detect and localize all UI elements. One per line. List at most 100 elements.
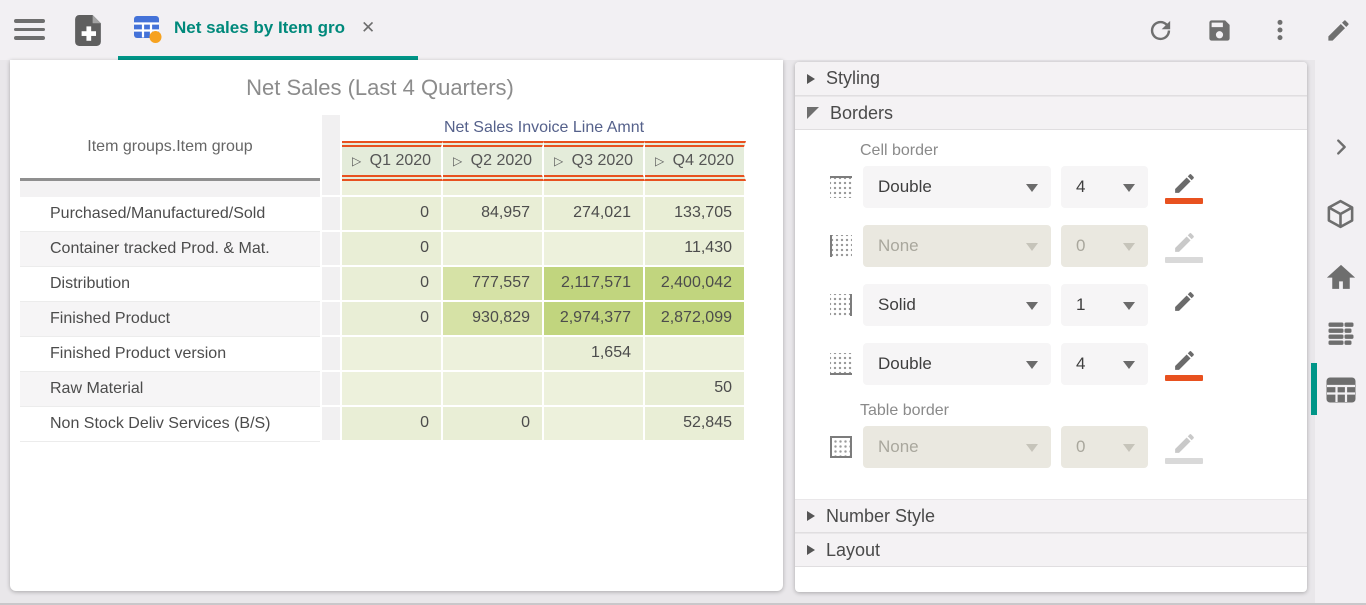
pivot-value-cell[interactable]: 11,430	[645, 232, 746, 267]
more-options-button[interactable]	[1264, 14, 1296, 46]
pivot-column-header[interactable]: ▷ Q1 2020	[342, 141, 443, 181]
chevron-down-icon	[1123, 444, 1135, 452]
report-title: Net Sales (Last 4 Quarters)	[246, 75, 514, 100]
border-style-select[interactable]: Solid	[863, 284, 1051, 326]
collapse-panel-button[interactable]	[1315, 136, 1366, 158]
pivot-row-label[interactable]: Non Stock Deliv Services (B/S)	[20, 407, 320, 442]
pivot-value-cell[interactable]: 0	[443, 407, 544, 442]
pivot-value-cell[interactable]: 0	[342, 407, 443, 442]
pivot-row-label[interactable]: Finished Product	[20, 302, 320, 337]
sidebar-item-report-list[interactable]	[1315, 320, 1366, 347]
border-row-top: Double 4	[795, 166, 1307, 208]
expand-triangle-icon[interactable]: ▷	[452, 154, 463, 168]
pivot-value-cell[interactable]: 0	[342, 302, 443, 337]
expand-triangle-icon[interactable]: ▷	[351, 154, 362, 168]
active-tab-indicator	[118, 56, 418, 60]
border-side-outer-icon	[830, 436, 852, 458]
pivot-value-cell[interactable]: 2,117,571	[544, 267, 645, 302]
color-pencil-icon	[1174, 173, 1194, 193]
pivot-column-header[interactable]: ▷ Q3 2020	[544, 141, 645, 181]
new-report-button[interactable]	[72, 14, 104, 46]
pivot-value-cell[interactable]: 2,400,042	[645, 267, 746, 302]
cell-border-label: Cell border	[860, 142, 939, 159]
section-label: Number Style	[826, 505, 936, 526]
border-style-select[interactable]: Double	[863, 166, 1051, 208]
pivot-value-cell[interactable]: 777,557	[443, 267, 544, 302]
tab-title: Net sales by Item gro	[174, 18, 346, 37]
expand-triangle-icon[interactable]: ▷	[654, 154, 665, 168]
refresh-button[interactable]	[1144, 14, 1176, 46]
table-border-rows: None 0	[795, 426, 1307, 468]
chevron-collapsed-icon	[807, 545, 815, 555]
pivot-value-cell[interactable]: 2,974,377	[544, 302, 645, 337]
pivot-row-label[interactable]: Finished Product version	[20, 337, 320, 372]
pivot-value-cell[interactable]: 0	[342, 197, 443, 232]
new-report-icon	[74, 14, 101, 46]
active-rail-indicator	[1311, 363, 1317, 415]
section-styling[interactable]: Styling	[795, 62, 1307, 96]
pivot-value-cell[interactable]	[443, 372, 544, 407]
pivot-value-cell[interactable]	[443, 232, 544, 267]
chevron-down-icon	[1026, 243, 1038, 251]
pivot-value-cell[interactable]: 133,705	[645, 197, 746, 232]
expand-triangle-icon[interactable]: ▷	[553, 154, 564, 168]
border-color-swatch	[1165, 256, 1203, 263]
pivot-row-label[interactable]: Purchased/Manufactured/Sold	[20, 197, 320, 232]
edit-button[interactable]	[1322, 14, 1354, 46]
pivot-value-cell[interactable]: 52,845	[645, 407, 746, 442]
border-style-select[interactable]: Double	[863, 343, 1051, 385]
pivot-value-cell[interactable]: 1,654	[544, 337, 645, 372]
pivot-value-cell[interactable]: 0	[342, 267, 443, 302]
sidebar-item-cube[interactable]	[1315, 198, 1366, 230]
pivot-column-header[interactable]: ▷ Q2 2020	[443, 141, 544, 181]
table-grid-icon	[1326, 377, 1355, 403]
border-side-top-icon	[830, 176, 852, 198]
color-pencil-icon	[1174, 291, 1194, 311]
border-color-button[interactable]	[1162, 171, 1206, 204]
border-row-right: Solid 1	[795, 284, 1307, 326]
chevron-down-icon	[1026, 302, 1038, 310]
pivot-value-cell[interactable]: 50	[645, 372, 746, 407]
pivot-value-cell[interactable]: 274,021	[544, 197, 645, 232]
section-layout[interactable]: Layout	[795, 533, 1307, 567]
border-width-select[interactable]: 4	[1061, 343, 1148, 385]
pivot-value-cell[interactable]	[443, 337, 544, 372]
border-color-button[interactable]	[1162, 348, 1206, 381]
section-label: Styling	[826, 68, 881, 88]
sidebar-item-home[interactable]	[1315, 263, 1366, 291]
section-borders[interactable]: Borders	[795, 96, 1307, 130]
save-button[interactable]	[1203, 14, 1235, 46]
pivot-value-cell[interactable]	[342, 372, 443, 407]
chevron-collapsed-icon	[807, 73, 815, 84]
pivot-row-label[interactable]: Raw Material	[20, 372, 320, 407]
tab-net-sales-report[interactable]: Net sales by Item gro ✕	[118, 0, 418, 56]
toolbar: Net sales by Item gro ✕	[0, 0, 1366, 60]
pivot-value-cell[interactable]	[544, 372, 645, 407]
sidebar-item-table-grid[interactable]	[1315, 376, 1366, 404]
pivot-value-cell[interactable]: 930,829	[443, 302, 544, 337]
pivot-value-cell[interactable]: 2,872,099	[645, 302, 746, 337]
border-side-right-icon	[830, 294, 852, 316]
pivot-column-header[interactable]: ▷ Q4 2020	[645, 141, 746, 181]
pivot-value-cell[interactable]	[544, 407, 645, 442]
pivot-row-label[interactable]: Distribution	[20, 267, 320, 302]
pivot-value-cell[interactable]: 84,957	[443, 197, 544, 232]
close-icon[interactable]: ✕	[361, 18, 376, 37]
pivot-value-cell[interactable]	[544, 232, 645, 267]
border-color-button[interactable]	[1162, 289, 1206, 322]
pivot-row-label[interactable]: Container tracked Prod. & Mat.	[20, 232, 320, 267]
menu-icon[interactable]	[14, 19, 45, 41]
spacer-cell	[320, 232, 342, 267]
section-number-style[interactable]: Number Style	[795, 499, 1307, 533]
pivot-value-cell[interactable]	[645, 337, 746, 372]
pivot-value-cell[interactable]	[342, 337, 443, 372]
section-label: Borders	[830, 102, 894, 123]
border-row-left: None 0	[795, 225, 1307, 267]
border-width-select[interactable]: 1	[1061, 284, 1148, 326]
border-width-select: 0	[1061, 426, 1148, 468]
border-width-select[interactable]: 4	[1061, 166, 1148, 208]
refresh-icon	[1150, 20, 1170, 40]
pivot-value-cell[interactable]: 0	[342, 232, 443, 267]
filler-row-label	[20, 181, 320, 197]
edit-pencil-icon	[1327, 19, 1349, 41]
